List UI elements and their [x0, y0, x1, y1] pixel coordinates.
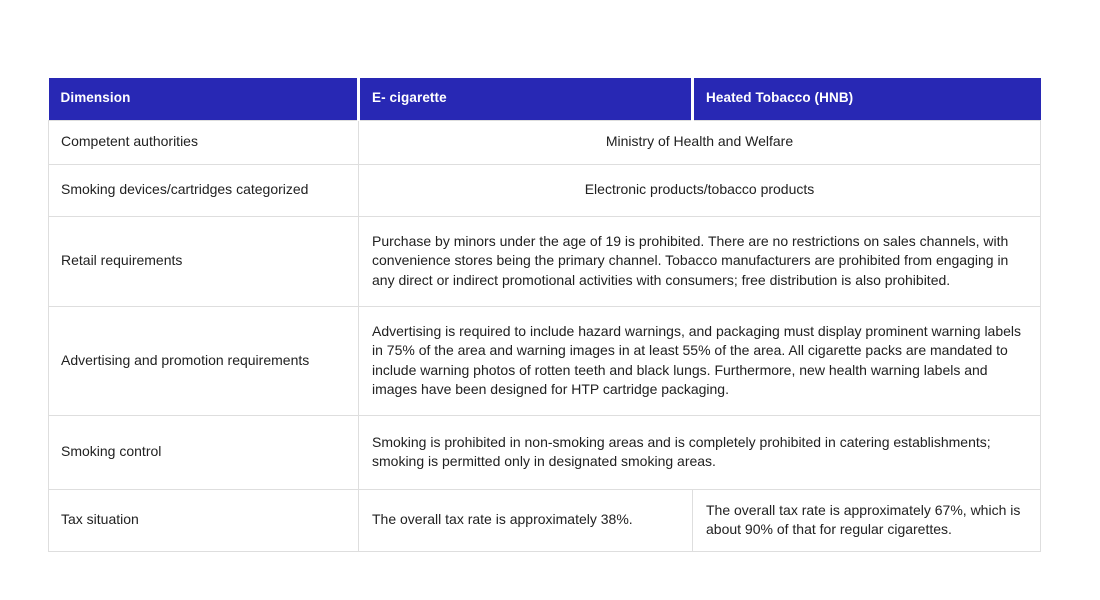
table-row-advertising-requirements: Advertising and promotion requirements A… [48, 305, 1041, 416]
table-row-competent-authorities: Competent authorities Ministry of Health… [48, 119, 1041, 165]
dimension-cell: Advertising and promotion requirements [48, 305, 359, 416]
header-cell-ecigarette: E- cigarette [357, 78, 693, 120]
header-row: Dimension E- cigarette Heated Tobacco (H… [48, 78, 1041, 120]
regulation-comparison-table: Dimension E- cigarette Heated Tobacco (H… [48, 78, 1041, 552]
merged-value-cell: Smoking is prohibited in non-smoking are… [358, 414, 1041, 490]
merged-value-cell: Ministry of Health and Welfare [358, 119, 1041, 165]
dimension-cell: Smoking devices/cartridges categorized [48, 163, 359, 217]
table-row-retail-requirements: Retail requirements Purchase by minors u… [48, 215, 1041, 307]
merged-value-cell: Purchase by minors under the age of 19 i… [358, 215, 1041, 307]
merged-value-cell: Advertising is required to include hazar… [358, 305, 1041, 416]
dimension-cell: Competent authorities [48, 119, 359, 165]
header-cell-hnb: Heated Tobacco (HNB) [691, 78, 1041, 120]
table-row-tax-situation: Tax situation The overall tax rate is ap… [48, 488, 1041, 552]
dimension-cell: Smoking control [48, 414, 359, 490]
merged-value-cell: Electronic products/tobacco products [358, 163, 1041, 217]
table-row-device-category: Smoking devices/cartridges categorized E… [48, 163, 1041, 217]
dimension-cell: Tax situation [48, 488, 359, 552]
table-row-smoking-control: Smoking control Smoking is prohibited in… [48, 414, 1041, 490]
header-cell-dimension: Dimension [48, 78, 359, 120]
ecigarette-tax-cell: The overall tax rate is approximately 38… [358, 488, 693, 552]
hnb-tax-cell: The overall tax rate is approximately 67… [692, 488, 1041, 552]
dimension-cell: Retail requirements [48, 215, 359, 307]
